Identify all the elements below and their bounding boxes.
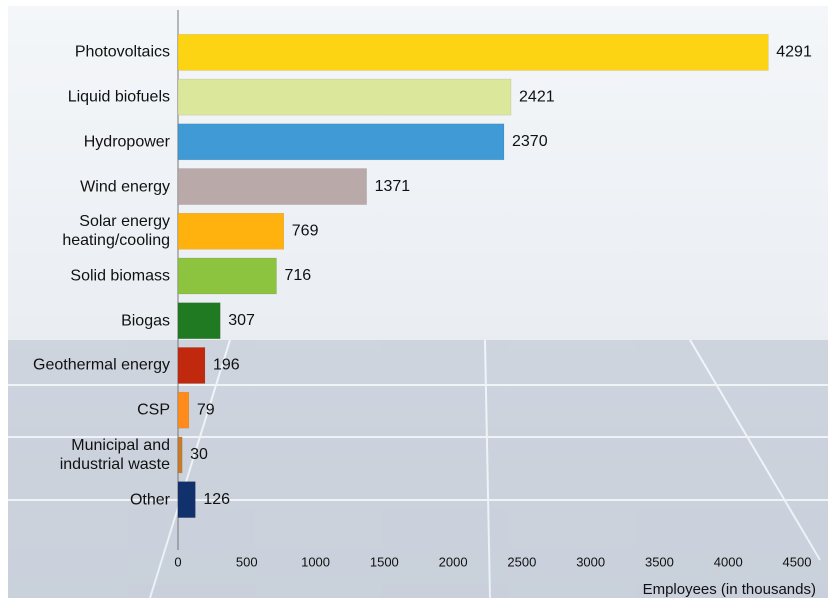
bar	[178, 303, 220, 339]
bar	[178, 392, 189, 428]
chart-container: Employees (in thousands) 0 500 1000 1500 200…	[0, 0, 831, 603]
category-label: Wind energy	[0, 177, 170, 196]
x-tick-label: 2500	[507, 554, 536, 569]
x-tick-label: 500	[236, 554, 258, 569]
x-tick-label: 1500	[370, 554, 399, 569]
category-label: Geothermal energy	[0, 356, 170, 375]
category-label: Photovoltaics	[0, 43, 170, 62]
bar	[178, 437, 182, 473]
category-label: CSP	[0, 401, 170, 420]
bar	[178, 169, 367, 205]
x-tick-label: 4000	[714, 554, 743, 569]
value-label: 126	[203, 491, 230, 508]
value-label: 769	[292, 222, 319, 239]
x-tick-label: 2000	[439, 554, 468, 569]
bar	[178, 79, 511, 115]
bar	[178, 482, 195, 518]
value-label: 307	[228, 312, 255, 329]
category-label: Municipal and industrial waste	[0, 436, 170, 474]
value-label: 79	[197, 401, 215, 418]
x-tick-label: 1000	[301, 554, 330, 569]
x-tick-label: 4500	[783, 554, 812, 569]
category-label: Solid biomass	[0, 267, 170, 286]
bar	[178, 124, 504, 160]
bar	[178, 213, 284, 249]
category-label: Biogas	[0, 311, 170, 330]
value-label: 4291	[776, 44, 812, 61]
bar	[178, 258, 276, 294]
value-label: 30	[190, 446, 208, 463]
category-label: Liquid biofuels	[0, 88, 170, 107]
x-tick-label: 3500	[645, 554, 674, 569]
value-label: 2421	[519, 88, 555, 105]
value-label: 196	[213, 357, 240, 374]
category-label: Other	[0, 490, 170, 509]
bar	[178, 34, 768, 70]
x-axis-title: Employees (in thousands)	[643, 581, 816, 598]
value-label: 716	[284, 267, 311, 284]
category-label: Solar energy heating/cooling	[0, 212, 170, 250]
x-tick-label: 0	[174, 554, 181, 569]
bar	[178, 347, 205, 383]
category-label: Hydropower	[0, 132, 170, 151]
value-label: 1371	[375, 178, 411, 195]
value-label: 2370	[512, 133, 548, 150]
x-tick-label: 3000	[576, 554, 605, 569]
